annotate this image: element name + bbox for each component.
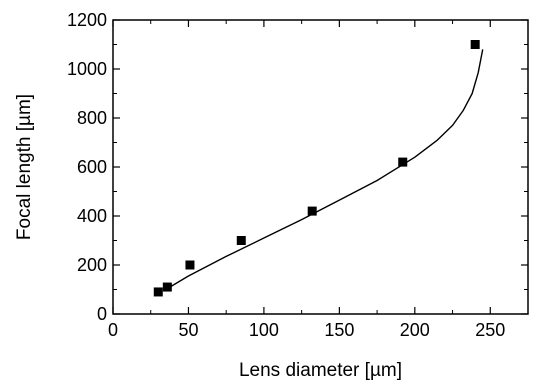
y-tick-label: 600: [77, 157, 107, 177]
x-axis-title: Lens diameter [µm]: [239, 360, 402, 381]
data-point: [185, 260, 195, 270]
y-tick-label: 1000: [67, 59, 107, 79]
tick-labels: 0 50 100 150 200 250 0 200 400 600 800 1000 1200: [67, 10, 505, 340]
y-tick-label: 400: [77, 206, 107, 226]
x-tick-label: 100: [249, 320, 279, 340]
x-tick-label: 150: [324, 320, 354, 340]
y-tick-label: 200: [77, 255, 107, 275]
x-tick-label: 50: [178, 320, 198, 340]
fit-curve: [165, 49, 484, 291]
x-tick-label: 200: [400, 320, 430, 340]
fit-curve-layer: [165, 49, 484, 291]
data-point: [236, 236, 246, 245]
y-tick-label: 800: [77, 108, 107, 128]
axes: [112, 19, 529, 315]
data-points-layer: [153, 40, 480, 297]
data-point: [307, 206, 317, 216]
data-point: [153, 287, 163, 297]
x-tick-label: 250: [475, 320, 505, 340]
plot-frame: [112, 19, 529, 315]
data-point: [162, 282, 172, 292]
y-axis-title: Focal length [µm]: [14, 94, 35, 240]
y-tick-label: 0: [97, 304, 107, 324]
data-point: [470, 40, 480, 49]
x-tick-label: 0: [108, 320, 118, 340]
data-point: [398, 157, 408, 167]
y-tick-label: 1200: [67, 10, 107, 30]
ticks: [112, 19, 528, 315]
